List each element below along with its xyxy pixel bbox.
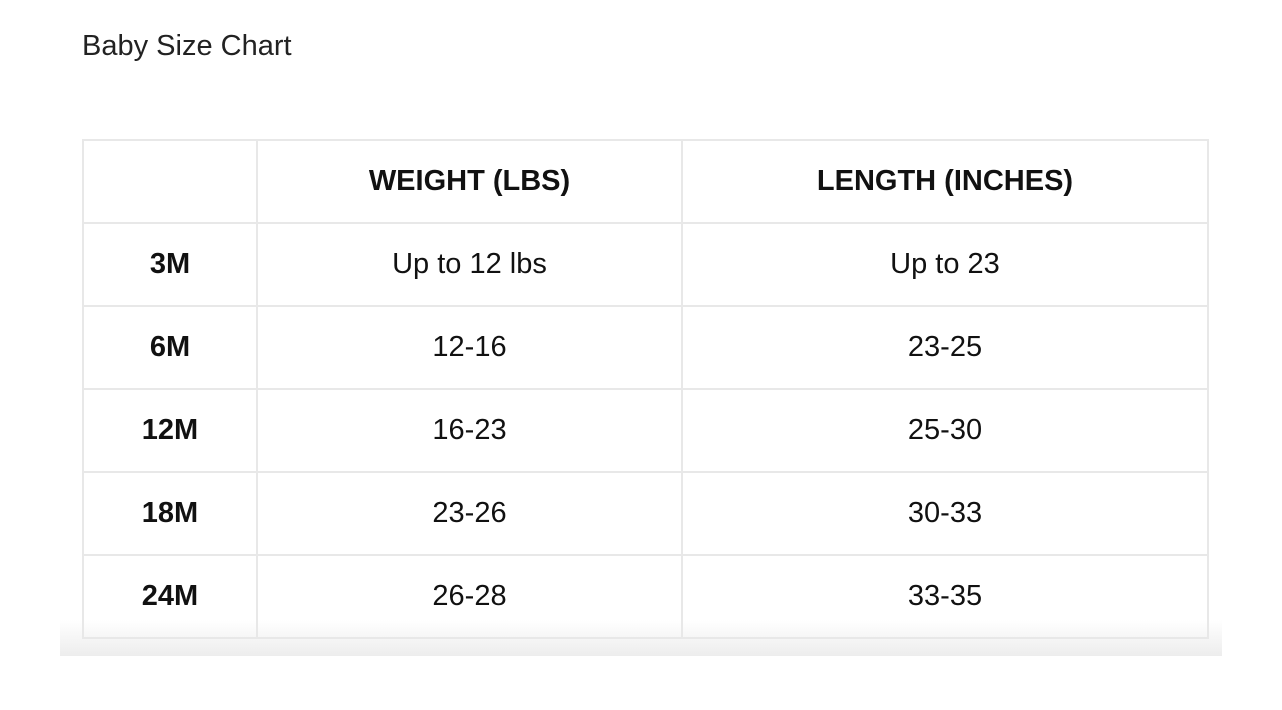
weight-cell: 23-26 bbox=[256, 471, 683, 556]
length-cell: 30-33 bbox=[681, 471, 1209, 556]
weight-cell: 12-16 bbox=[256, 305, 683, 390]
size-cell: 3M bbox=[82, 222, 258, 307]
table-row: 12M 16-23 25-30 bbox=[82, 388, 1209, 473]
weight-cell: 26-28 bbox=[256, 554, 683, 639]
header-length: LENGTH (INCHES) bbox=[681, 139, 1209, 224]
table-row: 24M 26-28 33-35 bbox=[82, 554, 1209, 639]
page-title: Baby Size Chart bbox=[82, 30, 292, 62]
weight-cell: 16-23 bbox=[256, 388, 683, 473]
header-weight: WEIGHT (LBS) bbox=[256, 139, 683, 224]
length-cell: Up to 23 bbox=[681, 222, 1209, 307]
length-cell: 23-25 bbox=[681, 305, 1209, 390]
size-cell: 24M bbox=[82, 554, 258, 639]
size-chart-table: WEIGHT (LBS) LENGTH (INCHES) 3M Up to 12… bbox=[82, 139, 1209, 639]
length-cell: 25-30 bbox=[681, 388, 1209, 473]
header-row: WEIGHT (LBS) LENGTH (INCHES) bbox=[82, 139, 1209, 224]
length-cell: 33-35 bbox=[681, 554, 1209, 639]
table-row: 6M 12-16 23-25 bbox=[82, 305, 1209, 390]
size-cell: 18M bbox=[82, 471, 258, 556]
weight-cell: Up to 12 lbs bbox=[256, 222, 683, 307]
size-cell: 6M bbox=[82, 305, 258, 390]
table-row: 3M Up to 12 lbs Up to 23 bbox=[82, 222, 1209, 307]
size-cell: 12M bbox=[82, 388, 258, 473]
table-row: 18M 23-26 30-33 bbox=[82, 471, 1209, 556]
header-size bbox=[82, 139, 258, 224]
